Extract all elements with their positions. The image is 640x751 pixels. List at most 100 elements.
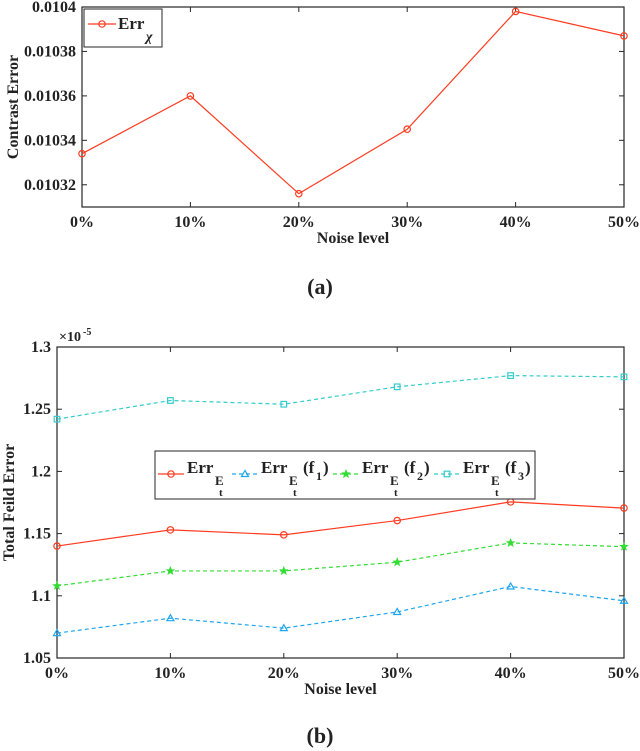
x-axis-label: Noise level <box>317 230 390 247</box>
triangle-marker <box>52 628 62 637</box>
y-tick-label: 1.2 <box>31 463 51 480</box>
circle-marker <box>167 470 175 478</box>
series-line <box>81 10 625 195</box>
x-tick-label: 50% <box>608 214 640 231</box>
panel-label: (a) <box>307 274 333 299</box>
plot-frame <box>56 346 625 659</box>
square-marker <box>167 397 174 404</box>
legend-subscript: E <box>390 473 399 488</box>
legend-subsubscript: t <box>293 487 297 499</box>
square-marker <box>280 400 288 408</box>
y-tick-label: 1.05 <box>23 650 51 667</box>
legend-subscript: χ <box>144 30 153 45</box>
circle-marker <box>393 516 402 525</box>
series-0 <box>78 7 628 198</box>
legend-suffix: (f <box>303 458 315 477</box>
y-tick-label: 0.01032 <box>24 177 76 194</box>
x-axis-label: Noise level <box>304 681 377 698</box>
square-marker <box>393 383 401 391</box>
x-tick-label: 30% <box>391 214 423 231</box>
circle-marker <box>166 526 175 534</box>
circle-marker <box>53 542 61 550</box>
triangle-marker <box>619 596 629 604</box>
star-marker <box>619 541 629 551</box>
series-line <box>56 375 625 420</box>
legend-suffix-sub: 3 <box>518 469 524 483</box>
star-marker <box>505 537 516 547</box>
panel-label: (b) <box>307 723 334 748</box>
x-tick-label: 20% <box>268 665 300 682</box>
series-0 <box>53 498 628 550</box>
triangle-marker <box>392 607 402 616</box>
series-2 <box>52 537 629 590</box>
legend-subsubscript: t <box>394 487 398 499</box>
legend-suffix: (f <box>404 458 416 477</box>
legend-label: Err <box>118 14 145 33</box>
legend-label: Err <box>362 458 389 477</box>
legend-subscript: E <box>215 473 224 488</box>
star-marker <box>392 557 403 567</box>
x-tick-label: 0% <box>70 214 94 231</box>
square-marker <box>507 372 514 380</box>
x-tick-label: 40% <box>500 214 532 231</box>
y-tick-label: 0.0104 <box>32 0 76 16</box>
series-line <box>56 542 625 587</box>
square-marker <box>620 373 628 381</box>
legend-subscript: E <box>289 473 298 488</box>
legend-subscript: E <box>491 473 500 488</box>
y-tick-label: 1.3 <box>31 339 51 356</box>
plot-frame <box>81 6 625 208</box>
circle-marker <box>279 531 288 539</box>
y-axis-label: Total Feild Error <box>1 444 18 561</box>
series-3 <box>53 372 628 423</box>
square-marker <box>53 415 61 423</box>
series-line <box>56 501 625 547</box>
y-tick-label: 1.1 <box>31 588 51 605</box>
x-tick-label: 10% <box>174 214 206 231</box>
triangle-marker <box>506 581 516 590</box>
legend-suffix-end: ) <box>525 458 531 477</box>
y-tick-label: 1.25 <box>23 401 51 418</box>
legend-suffix: (f <box>505 458 517 477</box>
legend-suffix-sub: 2 <box>417 469 423 483</box>
circle-marker <box>98 20 106 28</box>
series-1 <box>52 581 629 637</box>
chart-panel-a: 0% 10% 20% 30% 40% 50% 0.01032 0.01034 0.01036 0.… <box>5 0 640 299</box>
star-marker <box>341 469 351 479</box>
legend-box <box>83 8 163 48</box>
triangle-marker <box>240 469 250 478</box>
x-tick-label: 10% <box>154 665 186 682</box>
chart-panel-b: 0% 10% 20% 30% 40% 50% 1.05 1.1 1.15 1.2 1.25 1.3 No… <box>1 327 640 748</box>
x-tick-label: 30% <box>381 665 413 682</box>
x-tick-label: 50% <box>608 665 640 682</box>
circle-marker <box>78 149 86 158</box>
star-marker <box>278 565 289 575</box>
legend-label: Err <box>261 458 288 477</box>
circle-marker <box>186 92 195 100</box>
y-tick-label: 0.01034 <box>24 132 76 149</box>
legend-label: Err <box>187 458 214 477</box>
x-tick-label: 40% <box>495 665 527 682</box>
circle-marker <box>620 32 628 40</box>
y-tick-label: 1.15 <box>23 526 51 543</box>
series-line <box>56 585 625 634</box>
x-tick-label: 20% <box>283 214 315 231</box>
y-exponent: -5 <box>83 327 91 338</box>
legend-label: Err <box>463 458 490 477</box>
triangle-marker <box>279 623 289 632</box>
legend-suffix-end: ) <box>323 458 329 477</box>
y-axis-label: Contrast Error <box>5 55 22 159</box>
square-marker <box>443 470 451 478</box>
y-tick-label: 0.01038 <box>24 43 76 60</box>
x-tick-label: 0% <box>45 665 69 682</box>
y-exponent-label: ×10 <box>59 330 81 345</box>
circle-marker <box>620 504 628 512</box>
y-tick-label: 0.01036 <box>24 88 76 105</box>
legend-subsubscript: t <box>495 487 499 499</box>
circle-marker <box>294 189 303 198</box>
legend-suffix-sub: 1 <box>316 469 322 483</box>
legend-suffix-end: ) <box>424 458 430 477</box>
